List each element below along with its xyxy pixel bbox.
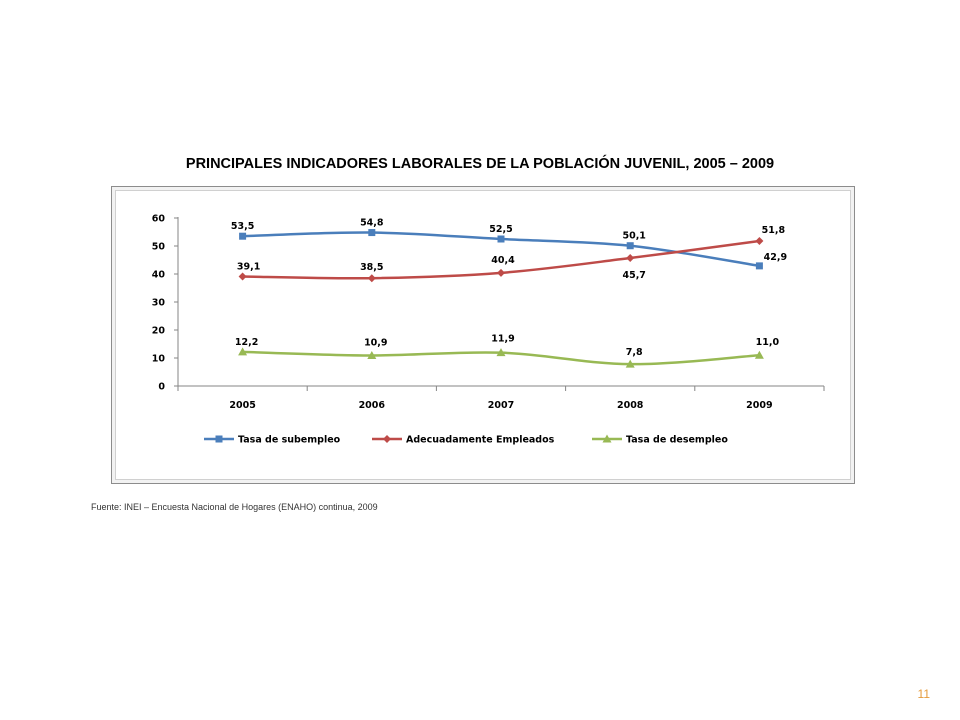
data-point-tasa-de-desempleo [238,347,248,356]
data-label-tasa-de-subempleo: 54,8 [360,218,384,229]
data-point-adecuadamente-empleados [755,236,764,245]
legend-label-tasa-de-desempleo: Tasa de desempleo [626,435,728,446]
data-label-tasa-de-subempleo: 52,5 [489,224,512,235]
legend-marker-tasa-de-desempleo [602,434,612,443]
y-tick-label: 10 [152,354,166,365]
legend-marker-tasa-de-subempleo [215,435,223,443]
data-point-adecuadamente-empleados [497,268,505,277]
y-tick-label: 50 [152,242,166,253]
x-tick-label: 2008 [617,400,644,411]
y-tick-label: 30 [152,298,166,309]
data-point-adecuadamente-empleados [367,274,376,283]
data-label-adecuadamente-empleados: 51,8 [762,225,786,236]
data-point-tasa-de-desempleo [754,350,764,359]
x-tick-label: 2009 [746,400,772,411]
y-tick-label: 40 [152,270,166,281]
chart-area: 0 10 20 30 40 50 60 2005 2006 2007 2008 2009 53,5 54,… [111,186,855,484]
data-label-adecuadamente-empleados: 38,5 [360,262,383,273]
data-point-tasa-de-subempleo [755,262,763,270]
data-label-adecuadamente-empleados: 39,1 [237,262,260,273]
data-label-tasa-de-desempleo: 10,9 [364,337,387,348]
y-tick-label: 0 [158,382,165,393]
data-label-tasa-de-subempleo: 42,9 [764,252,787,263]
data-point-tasa-de-subempleo [497,235,505,243]
data-point-tasa-de-subempleo [239,232,247,240]
page-number: 11 [917,687,930,701]
y-tick-label: 20 [152,326,166,337]
data-point-adecuadamente-empleados [238,272,247,281]
data-point-tasa-de-desempleo [625,359,635,368]
chart-title: PRINCIPALES INDICADORES LABORALES DE LA … [185,156,775,172]
source-note: Fuente: INEI – Encuesta Nacional de Hoga… [91,502,378,512]
data-label-tasa-de-desempleo: 7,8 [626,347,643,358]
data-label-adecuadamente-empleados: 45,7 [622,270,645,281]
data-point-adecuadamente-empleados [626,254,635,263]
x-tick-label: 2006 [359,400,386,411]
x-tick-label: 2007 [488,400,514,411]
data-label-tasa-de-desempleo: 11,9 [491,334,514,345]
data-point-tasa-de-subempleo [626,242,634,250]
x-tick-label: 2005 [229,400,255,411]
y-tick-label: 60 [152,214,166,225]
data-label-tasa-de-desempleo: 11,0 [756,337,780,348]
data-label-tasa-de-desempleo: 12,2 [235,337,258,348]
data-label-tasa-de-subempleo: 53,5 [231,221,254,232]
legend-label-adecuadamente-empleados: Adecuadamente Empleados [406,435,555,446]
line-chart: 0 10 20 30 40 50 60 2005 2006 2007 2008 2009 53,5 54,… [152,214,825,446]
legend-marker-adecuadamente-empleados [383,435,391,443]
data-label-tasa-de-subempleo: 50,1 [622,231,645,242]
data-point-tasa-de-desempleo [496,348,506,357]
legend-label-tasa-de-subempleo: Tasa de subempleo [238,435,341,446]
data-point-tasa-de-desempleo [367,350,377,359]
data-label-adecuadamente-empleados: 40,4 [491,255,515,266]
data-point-tasa-de-subempleo [368,229,376,237]
